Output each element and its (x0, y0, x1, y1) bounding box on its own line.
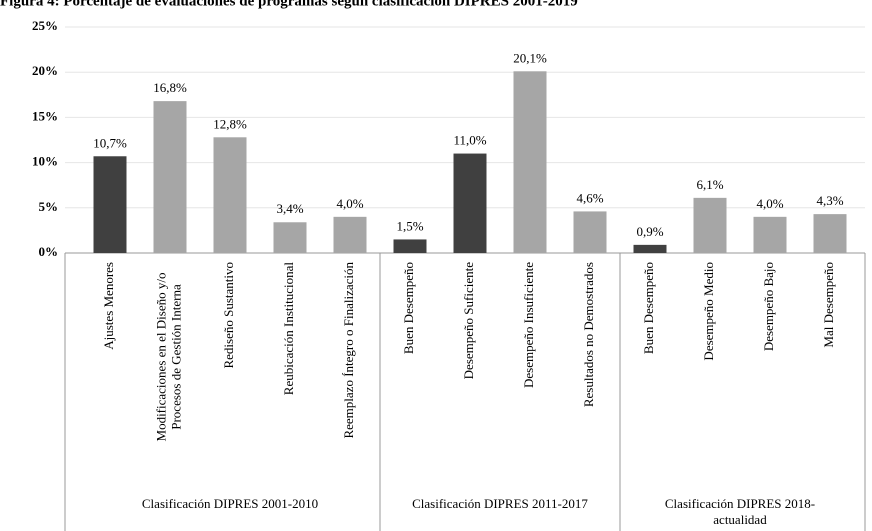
bar (453, 153, 487, 253)
x-tick-label: Reubicación Institucional (281, 262, 296, 396)
bar (813, 214, 847, 253)
value-label: 1,5% (396, 218, 423, 233)
bar (693, 197, 727, 253)
chart-title: Figura 4: Porcentaje de evaluaciones de … (0, 0, 578, 9)
group-label: Clasificación DIPRES 2011-2017 (412, 496, 588, 511)
group-label: Clasificación DIPRES 2001-2010 (142, 496, 318, 511)
bar (753, 216, 787, 253)
y-tick-label: 10% (32, 154, 58, 169)
bar (93, 156, 127, 253)
y-tick-label: 0% (39, 244, 59, 259)
value-label: 4,0% (336, 196, 363, 211)
value-label: 3,4% (276, 201, 303, 216)
bar (273, 222, 307, 253)
value-label: 20,1% (513, 50, 547, 65)
value-label: 4,0% (756, 196, 783, 211)
bar (153, 101, 187, 254)
x-tick-label: Modificaciones en el Diseño y/o (153, 273, 168, 442)
value-label: 4,3% (816, 193, 843, 208)
x-tick-label: Ajustes Menores (101, 262, 116, 350)
group-label: Clasificación DIPRES 2018- (665, 496, 815, 511)
x-tick-label: Desempeño Insuficiente (521, 262, 536, 388)
bar (213, 137, 247, 253)
x-tick-label: Buen Desempeño (401, 262, 416, 354)
x-tick-label: Desempeño Medio (701, 262, 716, 361)
bar (573, 211, 607, 253)
x-tick-label: Desempeño Suficiente (461, 262, 476, 380)
value-label: 11,0% (453, 133, 486, 148)
x-tick-label: Mal Desempeño (821, 262, 836, 348)
x-tick-label: Resultados no Demostrados (581, 262, 596, 407)
value-label: 0,9% (636, 224, 663, 239)
bar (513, 71, 547, 254)
x-tick-label: Buen Desempeño (641, 262, 656, 354)
x-tick-label: Desempeño Bajo (761, 262, 776, 351)
group-label: actualidad (713, 512, 767, 527)
bar (633, 244, 667, 253)
value-label: 10,7% (93, 135, 127, 150)
y-tick-label: 25% (32, 18, 58, 33)
value-label: 12,8% (213, 116, 247, 131)
bar (333, 216, 367, 253)
y-tick-label: 20% (32, 63, 58, 78)
x-tick-label: Reemplazo Íntegro o Finalización (341, 262, 356, 439)
y-tick-label: 15% (32, 108, 58, 123)
bar (393, 239, 427, 253)
x-tick-label: Procesos de Gestión Interna (168, 284, 183, 430)
value-label: 4,6% (576, 190, 603, 205)
value-label: 6,1% (696, 177, 723, 192)
x-tick-label: Rediseño Sustantivo (221, 262, 236, 369)
y-tick-label: 5% (39, 199, 59, 214)
value-label: 16,8% (153, 80, 187, 95)
